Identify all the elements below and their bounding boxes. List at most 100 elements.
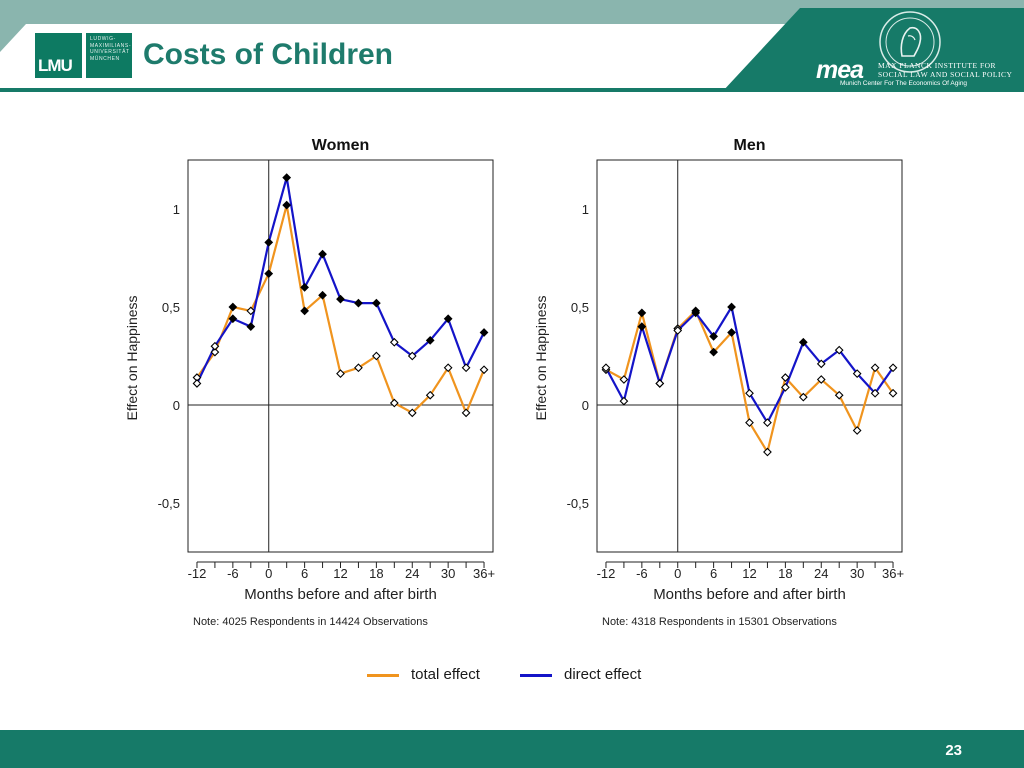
women-direct-effect-line xyxy=(196,176,485,384)
women-total-effect-point xyxy=(461,408,471,418)
men-direct-effect-point xyxy=(763,418,772,428)
women-direct-effect-point xyxy=(461,363,471,373)
page-title: Costs of Children xyxy=(143,38,394,71)
women-chart-title: Women xyxy=(312,137,369,154)
mea-logo-word: mea xyxy=(816,56,864,84)
header-bottom-rule xyxy=(0,88,1024,92)
men-direct-effect-point xyxy=(619,396,629,406)
women-direct-effect-point xyxy=(300,283,309,292)
women-total-effect-point xyxy=(336,369,345,379)
lmu-name-line: LUDWIG- xyxy=(90,36,116,42)
women-note: Note: 4025 Respondents in 14424 Observat… xyxy=(193,616,428,628)
women-direct-effect-point xyxy=(210,341,220,351)
women-direct-effect-point xyxy=(407,351,417,361)
women-y-tick-label: 0 xyxy=(173,398,180,413)
men-total-effect-point xyxy=(637,308,647,318)
women-total-effect-point xyxy=(228,302,238,312)
men-direct-effect-point xyxy=(655,379,665,388)
men-direct-effect-point xyxy=(727,302,736,312)
men-total-effect-point xyxy=(870,363,880,373)
legend-direct-label: direct effect xyxy=(564,666,642,683)
women-direct-effect-point xyxy=(336,294,345,304)
women-direct-effect-point xyxy=(192,379,202,388)
men-direct-effect-point xyxy=(870,388,880,398)
men-x-tick-label: 6 xyxy=(710,566,717,581)
women-x-tick-label: 18 xyxy=(369,566,383,581)
women-x-axis-label: Months before and after birth xyxy=(244,586,437,603)
header-left-fold xyxy=(0,24,26,52)
women-direct-effect-point xyxy=(443,314,453,324)
men-x-tick-label: 30 xyxy=(850,566,864,581)
women-total-effect-point xyxy=(300,306,309,316)
mea-institute-line1: MAX PLANCK INSTITUTE FOR xyxy=(878,61,997,70)
women-total-effect-point xyxy=(372,351,381,361)
men-total-effect-line xyxy=(605,309,894,454)
women-total-effect-point xyxy=(246,306,256,316)
women-direct-effect-point xyxy=(246,322,256,331)
women-total-effect-point xyxy=(318,290,327,300)
slide-header: LMU LUDWIG- MAXIMILIANS- UNIVERSITÄT MÜN… xyxy=(0,0,1024,96)
men-total-effect-point xyxy=(763,447,772,457)
lmu-name-line: MÜNCHEN xyxy=(90,55,120,62)
women-total-effect-point xyxy=(264,269,274,279)
chart-legend: total effect direct effect xyxy=(0,660,1024,690)
charts-area: Women -0,5 0 0,5 1 Effect on Happiness -12 -6 0 6… xyxy=(124,137,904,628)
women-direct-effect-point xyxy=(389,337,399,347)
men-total-effect-point xyxy=(888,388,898,398)
women-total-effect-point xyxy=(282,200,292,210)
men-total-effect-point xyxy=(781,373,790,382)
women-x-tick-label: -6 xyxy=(227,566,239,581)
men-direct-effect-point xyxy=(816,359,826,369)
men-x-tick-label: 18 xyxy=(778,566,792,581)
women-y-tick-label: 0,5 xyxy=(162,300,180,315)
legend-total-label: total effect xyxy=(411,666,480,683)
women-direct-effect-point xyxy=(479,328,489,337)
men-direct-effect-point xyxy=(852,369,862,379)
men-direct-effect-point xyxy=(745,388,754,398)
men-direct-effect-point xyxy=(834,345,844,355)
men-total-effect-point xyxy=(834,390,844,400)
men-direct-effect-point xyxy=(888,363,898,373)
page-number: 23 xyxy=(945,742,962,759)
mea-institute-line3: Munich Center For The Economics Of Aging xyxy=(840,80,968,87)
women-x-tick-label: 12 xyxy=(333,566,347,581)
men-x-tick-label: 24 xyxy=(814,566,828,581)
men-y-tick-label: 0,5 xyxy=(571,300,589,315)
legend-direct-swatch xyxy=(520,674,552,677)
men-total-effect-point xyxy=(709,347,718,357)
women-x-tick-label: 6 xyxy=(301,566,308,581)
men-direct-effect-point xyxy=(709,332,718,341)
women-x-tick-label: 36+ xyxy=(473,566,495,581)
women-direct-effect-point xyxy=(425,335,435,345)
women-y-axis-label: Effect on Happiness xyxy=(124,295,140,420)
women-plot-frame xyxy=(187,159,494,553)
women-total-effect-point xyxy=(479,365,489,375)
mea-institute-line2: SOCIAL LAW AND SOCIAL POLICY xyxy=(878,70,1013,79)
women-x-tick-label: 0 xyxy=(265,566,272,581)
header-background xyxy=(0,0,1024,92)
men-total-effect-point xyxy=(798,392,808,402)
men-x-axis-label: Months before and after birth xyxy=(653,586,846,603)
women-direct-effect-point xyxy=(354,298,363,308)
women-total-effect-point xyxy=(443,363,453,373)
men-plot-frame xyxy=(596,159,903,553)
men-direct-effect-point xyxy=(673,326,683,335)
men-direct-effect-point xyxy=(637,322,647,331)
women-total-effect-point xyxy=(407,408,417,418)
men-x-tick-label: -12 xyxy=(597,566,616,581)
women-total-effect-point xyxy=(210,347,220,357)
lmu-logo-text: LMU xyxy=(38,56,73,75)
men-x-tick-label: -6 xyxy=(636,566,648,581)
lmu-logo: LMU xyxy=(35,33,82,78)
women-total-effect-point xyxy=(425,390,435,400)
women-y-tick-label: -0,5 xyxy=(158,496,180,511)
max-planck-seal-icon xyxy=(879,11,941,73)
men-total-effect-point xyxy=(816,375,826,384)
men-direct-effect-point xyxy=(601,363,611,373)
men-total-effect-point xyxy=(852,426,862,435)
lmu-name-line: MAXIMILIANS- xyxy=(90,42,132,49)
women-x-tick-label: 30 xyxy=(441,566,455,581)
women-total-effect-line xyxy=(196,203,486,414)
women-direct-effect-point xyxy=(318,249,327,259)
men-total-effect-point xyxy=(745,418,754,428)
